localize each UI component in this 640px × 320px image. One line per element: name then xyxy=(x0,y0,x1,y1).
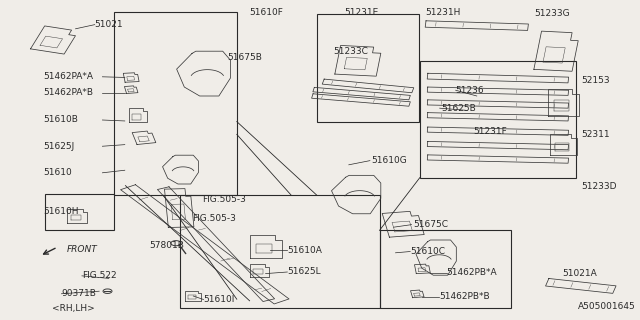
Text: 51625L: 51625L xyxy=(287,268,321,276)
Bar xyxy=(114,12,237,195)
Bar xyxy=(180,195,380,308)
Text: 52153: 52153 xyxy=(581,76,610,85)
Text: 51625B: 51625B xyxy=(442,104,476,113)
Text: 51462PA*B: 51462PA*B xyxy=(44,88,93,97)
Text: FIG.505-3: FIG.505-3 xyxy=(192,214,236,223)
Text: 51610A: 51610A xyxy=(287,246,322,255)
Text: 51610B: 51610B xyxy=(44,116,78,124)
Text: 51675C: 51675C xyxy=(413,220,448,229)
Text: 51231E: 51231E xyxy=(344,8,379,17)
Bar xyxy=(380,230,511,308)
Text: FRONT: FRONT xyxy=(67,245,98,254)
Text: FIG.522: FIG.522 xyxy=(82,271,116,280)
Text: 51233G: 51233G xyxy=(534,9,570,18)
Text: 51236: 51236 xyxy=(456,86,484,95)
Text: 51021: 51021 xyxy=(95,20,124,29)
Text: 57801B: 57801B xyxy=(149,241,184,250)
Text: 51231H: 51231H xyxy=(426,8,461,17)
Text: 51231F: 51231F xyxy=(474,127,508,136)
Text: 52311: 52311 xyxy=(581,130,610,139)
Bar xyxy=(45,194,114,230)
Text: FIG.505-3: FIG.505-3 xyxy=(202,195,246,204)
Text: 51610I: 51610I xyxy=(204,295,235,304)
Text: 51675B: 51675B xyxy=(227,53,262,62)
Text: 51610G: 51610G xyxy=(371,156,407,165)
Text: 51610F: 51610F xyxy=(250,8,284,17)
Text: 51021A: 51021A xyxy=(562,269,596,278)
Bar xyxy=(317,14,419,122)
Text: 51233D: 51233D xyxy=(581,182,616,191)
Text: <RH,LH>: <RH,LH> xyxy=(52,304,95,313)
Text: A505001645: A505001645 xyxy=(578,302,636,311)
Text: 51462PB*A: 51462PB*A xyxy=(447,268,497,277)
Text: 51462PA*A: 51462PA*A xyxy=(44,72,93,81)
Text: 90371B: 90371B xyxy=(61,289,96,298)
Text: 51625J: 51625J xyxy=(44,142,75,151)
Text: 51233C: 51233C xyxy=(333,47,367,56)
Text: 51462PB*B: 51462PB*B xyxy=(439,292,490,301)
Bar xyxy=(420,61,576,178)
Text: 51610: 51610 xyxy=(44,168,72,177)
Text: 51610C: 51610C xyxy=(410,247,445,256)
Text: 51610H: 51610H xyxy=(44,207,79,216)
